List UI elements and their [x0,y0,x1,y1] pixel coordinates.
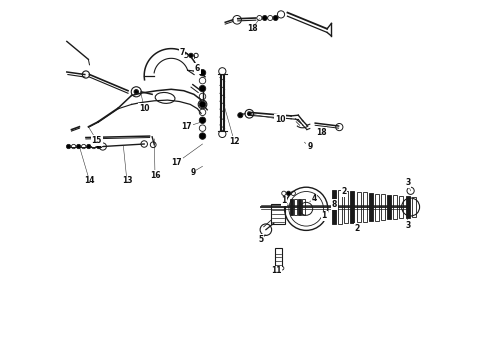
Text: 2: 2 [342,187,346,196]
Text: 7: 7 [179,48,185,57]
Circle shape [199,101,206,108]
Bar [381,194,385,220]
Circle shape [238,113,243,118]
Bar [302,199,305,215]
Circle shape [199,133,206,139]
Text: 15: 15 [92,136,102,145]
Bar [344,191,348,223]
Text: 5: 5 [259,235,264,244]
Circle shape [76,144,81,149]
Text: 11: 11 [270,266,281,275]
Text: 17: 17 [181,122,192,131]
Circle shape [67,144,71,149]
Bar [294,199,297,215]
Text: 14: 14 [84,176,95,185]
Text: 2: 2 [355,224,360,233]
Text: 17: 17 [172,158,182,167]
Bar [357,192,361,222]
Text: 9: 9 [190,167,196,176]
Circle shape [189,53,193,58]
Bar [393,195,397,219]
Bar [332,190,336,224]
Bar [369,193,373,221]
Text: 8: 8 [332,200,337,209]
Bar [412,197,416,217]
Circle shape [286,191,291,195]
Text: 6: 6 [195,64,200,73]
Text: 3: 3 [405,178,410,187]
Text: 18: 18 [247,24,258,33]
Circle shape [199,85,206,92]
Text: 4: 4 [312,194,317,203]
Bar [338,190,342,224]
Bar [350,191,354,222]
Text: 3: 3 [405,220,410,230]
Text: 10: 10 [275,115,286,124]
Text: 18: 18 [316,128,327,137]
Bar [298,199,301,215]
Circle shape [277,266,281,270]
Circle shape [87,144,91,149]
Text: 12: 12 [229,136,240,145]
Bar [399,196,403,218]
Circle shape [273,15,278,21]
Text: 13: 13 [122,176,132,185]
Bar [363,192,367,221]
Text: 9: 9 [307,143,313,152]
Bar [274,248,282,266]
Bar [271,204,285,224]
Text: 1: 1 [281,197,287,205]
Circle shape [134,90,139,94]
Bar [406,196,410,218]
Circle shape [97,144,101,149]
Text: 10: 10 [139,104,149,112]
Bar [290,199,293,215]
Text: 16: 16 [150,171,160,180]
Bar [387,194,391,220]
Text: 1: 1 [321,211,327,220]
Circle shape [262,15,268,21]
Bar [375,194,379,220]
Circle shape [247,112,251,116]
Circle shape [199,117,206,123]
Circle shape [199,69,206,76]
